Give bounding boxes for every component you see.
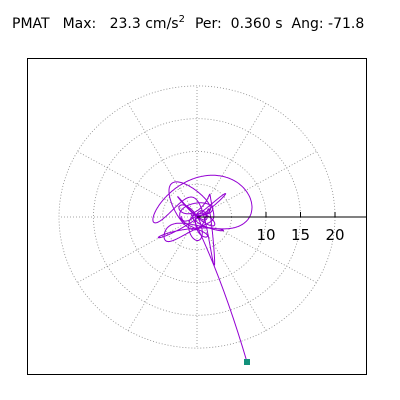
tick-label-20: 20 <box>325 226 344 244</box>
max-unit: cm/s <box>145 16 179 32</box>
plot-frame <box>27 58 367 375</box>
tick-label-10: 10 <box>256 226 275 244</box>
header-readout: PMAT Max: 23.3 cm/s2 Per: 0.360 s Ang: -71.… <box>12 14 364 32</box>
trace-end-marker <box>244 359 250 365</box>
motion-trace <box>152 174 253 363</box>
max-unit-exponent: 2 <box>178 14 185 25</box>
max-value: 23.3 <box>109 16 141 32</box>
max-label: Max: <box>62 16 97 32</box>
ang-label: Ang: <box>291 16 324 32</box>
grid-spoke-210 <box>77 216 198 283</box>
per-value: 0.360 s <box>230 16 283 32</box>
per-label: Per: <box>194 16 222 32</box>
grid-spoke-300 <box>196 216 267 331</box>
ang-value: -71.8 <box>328 16 365 32</box>
grid-spoke-60 <box>196 103 267 218</box>
grid-spoke-120 <box>127 103 198 218</box>
grid-spoke-240 <box>127 216 198 331</box>
axis-ticks: 10 15 20 <box>256 212 345 244</box>
station-name: PMAT <box>12 16 50 32</box>
tick-label-15: 15 <box>291 226 310 244</box>
